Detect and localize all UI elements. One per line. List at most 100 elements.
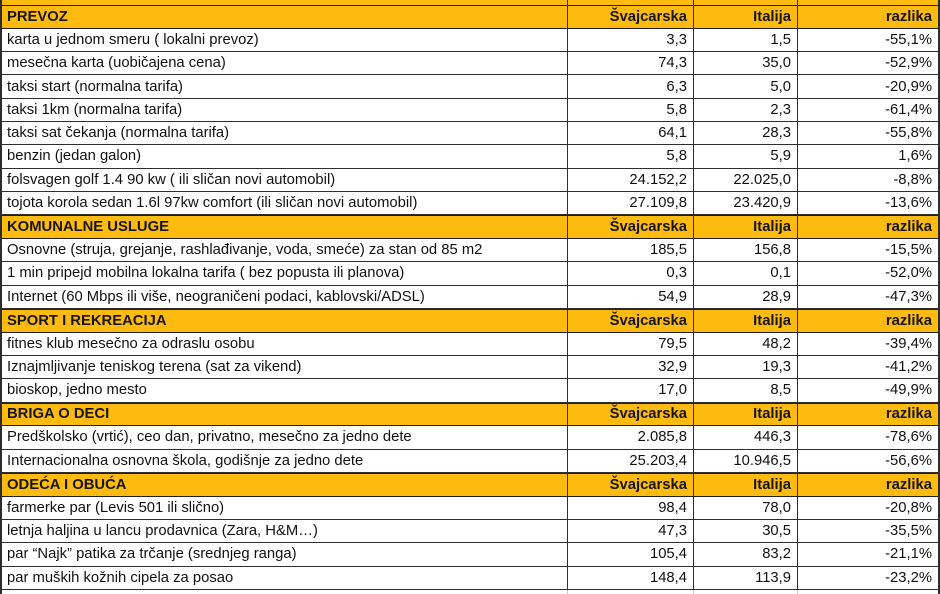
- value-razlika-cell[interactable]: -52,0%: [797, 262, 938, 285]
- value-razlika-cell[interactable]: -23,2%: [797, 566, 938, 589]
- value-italija-cell[interactable]: 83,2: [693, 543, 797, 566]
- item-label-cell[interactable]: karta u jednom smeru ( lokalni prevoz): [7, 31, 259, 48]
- value-italija-cell[interactable]: 113,9: [693, 566, 797, 589]
- item-label-cell[interactable]: farmerke par (Levis 501 ili slično): [7, 499, 225, 516]
- value-svajcarska-cell[interactable]: 27.109,8: [567, 191, 693, 215]
- value-razlika-cell[interactable]: -55,8%: [797, 121, 938, 145]
- value-razlika-cell[interactable]: -35,5%: [797, 520, 938, 543]
- column-header-svajcarska[interactable]: Švajcarska: [567, 309, 693, 332]
- item-label-cell[interactable]: taksi sat čekanja (normalna tarifa): [7, 125, 230, 142]
- column-header-italija[interactable]: Italija: [693, 403, 797, 426]
- value-razlika-cell[interactable]: -78,6%: [797, 426, 938, 449]
- value-svajcarska-cell[interactable]: 24.152,2: [567, 168, 693, 191]
- item-label-cell[interactable]: benzin (jedan galon): [7, 148, 142, 165]
- value-razlika-cell[interactable]: -8,8%: [797, 168, 938, 191]
- value-razlika-cell[interactable]: -20,8%: [797, 496, 938, 520]
- value-svajcarska-cell[interactable]: 17,0: [567, 379, 693, 402]
- value-italija-cell[interactable]: 2,3: [693, 98, 797, 121]
- value-italija-cell[interactable]: 156,8: [693, 238, 797, 262]
- column-header-razlika[interactable]: razlika: [797, 473, 938, 496]
- value-italija-cell[interactable]: 23.420,9: [693, 191, 797, 215]
- value-svajcarska-cell[interactable]: 47,3: [567, 520, 693, 543]
- column-header-italija[interactable]: Italija: [693, 309, 797, 332]
- value-italija-cell[interactable]: 446,3: [693, 426, 797, 449]
- column-header-razlika[interactable]: razlika: [797, 216, 938, 238]
- value-svajcarska-cell[interactable]: 105,4: [567, 543, 693, 566]
- value-italija-cell[interactable]: 30,5: [693, 520, 797, 543]
- item-label-cell[interactable]: Osnovne (struja, grejanje, rashlađivanje…: [7, 242, 483, 259]
- value-razlika-cell[interactable]: -15,5%: [797, 238, 938, 262]
- value-razlika-cell[interactable]: -52,9%: [797, 52, 938, 75]
- value-italija-cell[interactable]: 78,0: [693, 496, 797, 520]
- item-label-cell[interactable]: mesečna karta (uobičajena cena): [7, 55, 226, 72]
- section-title[interactable]: BRIGA O DECI: [7, 406, 110, 423]
- value-svajcarska-cell[interactable]: 5,8: [567, 145, 693, 168]
- item-label-cell[interactable]: tojota korola sedan 1.6l 97kw comfort (i…: [7, 195, 418, 212]
- item-label-cell[interactable]: Iznajmljivanje teniskog terena (sat za v…: [7, 359, 302, 376]
- value-svajcarska-cell[interactable]: 32,9: [567, 355, 693, 379]
- value-svajcarska-cell[interactable]: 64,1: [567, 121, 693, 145]
- item-label-cell[interactable]: folsvagen golf 1.4 90 kw ( ili sličan no…: [7, 171, 336, 188]
- value-svajcarska-cell[interactable]: 54,9: [567, 285, 693, 308]
- column-header-svajcarska[interactable]: Švajcarska: [567, 403, 693, 426]
- value-svajcarska-cell[interactable]: 185,5: [567, 238, 693, 262]
- value-italija-cell[interactable]: 28,3: [693, 121, 797, 145]
- section-title[interactable]: ODEĆA I OBUĆA: [7, 476, 127, 493]
- column-header-razlika[interactable]: razlika: [797, 6, 938, 28]
- value-svajcarska-cell[interactable]: 6,3: [567, 75, 693, 98]
- value-svajcarska-cell[interactable]: 2.085,8: [567, 426, 693, 449]
- value-italija-cell[interactable]: 5,9: [693, 145, 797, 168]
- item-label-cell[interactable]: taksi 1km (normalna tarifa): [7, 101, 183, 118]
- value-italija-cell[interactable]: 35,0: [693, 52, 797, 75]
- value-razlika-cell[interactable]: -41,2%: [797, 355, 938, 379]
- value-italija-cell[interactable]: 19,3: [693, 355, 797, 379]
- column-header-svajcarska[interactable]: Švajcarska: [567, 6, 693, 28]
- column-header-italija[interactable]: Italija: [693, 473, 797, 496]
- value-razlika-cell[interactable]: -61,4%: [797, 98, 938, 121]
- value-italija-cell[interactable]: 10.946,5: [693, 449, 797, 472]
- column-header-svajcarska[interactable]: Švajcarska: [567, 216, 693, 238]
- value-italija-cell[interactable]: 8,5: [693, 379, 797, 402]
- item-label-cell[interactable]: fitnes klub mesečno za odraslu osobu: [7, 335, 255, 352]
- item-label-cell[interactable]: taksi start (normalna tarifa): [7, 78, 183, 95]
- value-italija-cell[interactable]: 28,9: [693, 285, 797, 308]
- column-header-razlika[interactable]: razlika: [797, 403, 938, 426]
- value-italija-cell[interactable]: 5,0: [693, 75, 797, 98]
- value-razlika-cell[interactable]: 1,6%: [797, 145, 938, 168]
- column-header-svajcarska[interactable]: Švajcarska: [567, 473, 693, 496]
- item-label-cell[interactable]: letnja haljina u lancu prodavnica (Zara,…: [7, 523, 318, 540]
- value-svajcarska-cell[interactable]: 148,4: [567, 566, 693, 589]
- value-razlika-cell[interactable]: -20,9%: [797, 75, 938, 98]
- value-svajcarska-cell[interactable]: 0,3: [567, 262, 693, 285]
- value-razlika-cell[interactable]: -56,6%: [797, 449, 938, 472]
- item-label-cell[interactable]: Internet (60 Mbps ili više, neograničeni…: [7, 288, 425, 305]
- column-header-italija[interactable]: Italija: [693, 216, 797, 238]
- value-svajcarska-cell[interactable]: 74,3: [567, 52, 693, 75]
- value-razlika-cell[interactable]: -49,9%: [797, 379, 938, 402]
- item-label-cell[interactable]: Predškolsko (vrtić), ceo dan, privatno, …: [7, 429, 412, 446]
- section-title[interactable]: PREVOZ: [7, 8, 68, 25]
- value-razlika-cell[interactable]: -55,1%: [797, 28, 938, 52]
- column-header-razlika[interactable]: razlika: [797, 309, 938, 332]
- item-label-cell[interactable]: Internacionalna osnovna škola, godišnje …: [7, 452, 364, 469]
- value-italija-cell[interactable]: 1,5: [693, 28, 797, 52]
- value-svajcarska-cell[interactable]: 79,5: [567, 332, 693, 355]
- value-italija-cell[interactable]: 0,1: [693, 262, 797, 285]
- value-svajcarska-cell[interactable]: 25.203,4: [567, 449, 693, 472]
- value-svajcarska-cell[interactable]: 3,3: [567, 28, 693, 52]
- item-label-cell[interactable]: 1 min pripejd mobilna lokalna tarifa ( b…: [7, 265, 405, 282]
- value-razlika-cell[interactable]: -39,4%: [797, 332, 938, 355]
- section-title[interactable]: SPORT I REKREACIJA: [7, 312, 167, 329]
- value-razlika-cell[interactable]: -47,3%: [797, 285, 938, 308]
- value-italija-cell[interactable]: 22.025,0: [693, 168, 797, 191]
- column-header-italija[interactable]: Italija: [693, 6, 797, 28]
- item-label-cell[interactable]: bioskop, jedno mesto: [7, 382, 147, 399]
- section-title[interactable]: KOMUNALNE USLUGE: [7, 219, 169, 236]
- item-label-cell[interactable]: par “Najk” patika za trčanje (srednjeg r…: [7, 546, 297, 563]
- item-label-cell[interactable]: par muških kožnih cipela za posao: [7, 569, 234, 586]
- value-razlika-cell[interactable]: -13,6%: [797, 191, 938, 215]
- value-svajcarska-cell[interactable]: 98,4: [567, 496, 693, 520]
- value-razlika-cell[interactable]: -21,1%: [797, 543, 938, 566]
- value-italija-cell[interactable]: 48,2: [693, 332, 797, 355]
- value-svajcarska-cell[interactable]: 5,8: [567, 98, 693, 121]
